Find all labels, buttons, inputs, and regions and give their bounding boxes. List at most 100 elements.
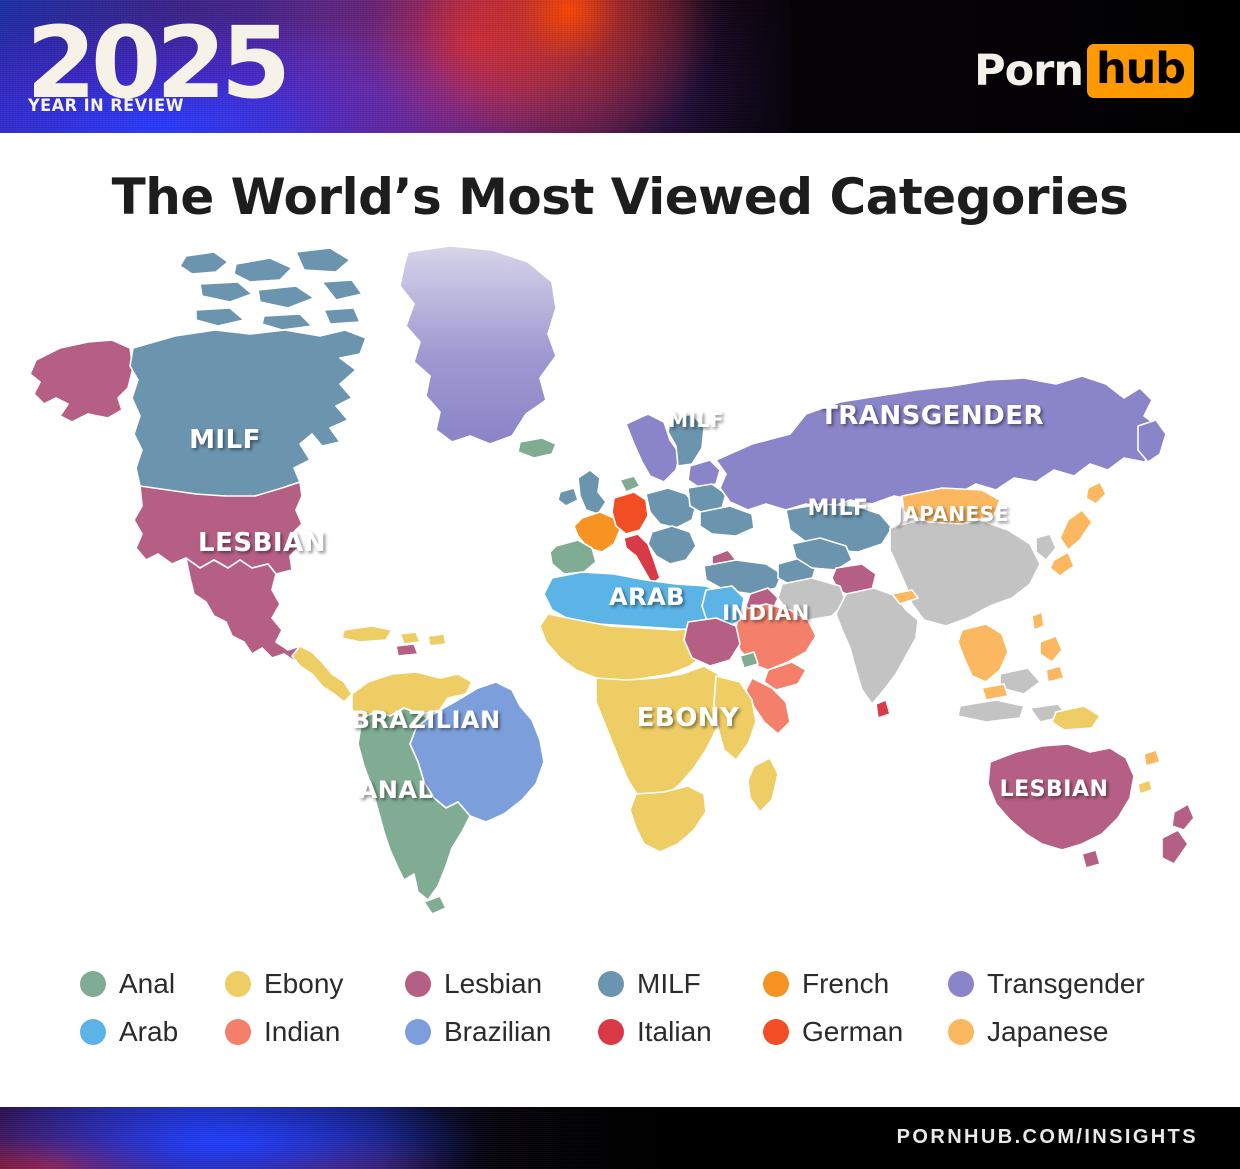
legend-swatch-german (763, 1019, 789, 1045)
logo-text-porn: Porn (974, 46, 1084, 96)
region-madagascar (747, 757, 779, 813)
map-label-scandinavia-milf: MILF (668, 408, 724, 432)
map-label-north-africa-arab: ARAB (609, 583, 685, 611)
region-southeast-asia (957, 623, 1009, 683)
year-number: 2025 (26, 5, 291, 121)
legend-item-french[interactable]: French (763, 968, 948, 1000)
legend-label-italian: Italian (637, 1016, 712, 1047)
legend-label-anal: Anal (119, 968, 176, 999)
region-canada (129, 329, 367, 507)
legend-item-german[interactable]: German (763, 1016, 948, 1048)
legend-label-german: German (802, 1016, 904, 1047)
region-iceland (517, 437, 557, 459)
legend-item-japanese[interactable]: Japanese (948, 1016, 1108, 1048)
legend-row-2: Arab Indian Brazilian Italian German Jap… (0, 1008, 1240, 1056)
legend-label-lesbian: Lesbian (444, 968, 543, 999)
region-denmark (619, 475, 641, 493)
region-balkans (647, 525, 697, 565)
legend-swatch-lesbian (405, 971, 431, 997)
region-hispaniola (395, 643, 419, 657)
region-papua-new-guinea (1051, 705, 1101, 731)
legend-label-transgender: Transgender (987, 968, 1145, 999)
legend-swatch-ebony (225, 971, 251, 997)
region-philippines (1039, 635, 1065, 683)
region-east-africa (713, 675, 757, 761)
world-map: MILF LESBIAN BRAZILIAN ANAL MILF TRANSGE… (0, 238, 1240, 938)
legend-item-brazilian[interactable]: Brazilian (405, 1016, 598, 1048)
region-sri-lanka (875, 699, 891, 719)
region-tasmania (1081, 849, 1101, 869)
legend-swatch-transgender (948, 971, 974, 997)
region-greenland (399, 245, 557, 445)
map-label-canada-milf: MILF (189, 425, 261, 455)
legend-label-milf: MILF (637, 968, 701, 999)
region-alaska (29, 339, 134, 423)
region-pacific-islands (1143, 749, 1161, 767)
pornhub-logo[interactable]: Porn hub (974, 44, 1194, 98)
map-label-australia-lesbian: LESBIAN (1000, 777, 1109, 802)
legend-label-brazilian: Brazilian (444, 1016, 552, 1047)
region-germany (611, 491, 649, 535)
region-korea (1035, 533, 1057, 561)
region-new-caledonia (1137, 779, 1153, 795)
region-turkey (703, 559, 783, 595)
page-title: The World’s Most Viewed Categories (111, 168, 1129, 226)
map-label-africa-ebony: EBONY (637, 703, 740, 733)
region-andes-southern-cone (357, 707, 471, 901)
map-label-mongolia-japanese: JAPANESE (893, 502, 1009, 526)
footer-url[interactable]: PORNHUB.COM/INSIGHTS (896, 1126, 1198, 1148)
legend-item-italian[interactable]: Italian (598, 1016, 763, 1048)
region-indonesia (957, 699, 1069, 723)
footer-banner: PORNHUB.COM/INSIGHTS (0, 1107, 1240, 1169)
legend: Anal Ebony Lesbian MILF French Transgend… (0, 960, 1240, 1056)
region-malaysia (981, 683, 1009, 701)
region-mongolia (901, 487, 1001, 525)
year-subtitle: YEAR IN REVIEW (28, 96, 184, 116)
region-taiwan (1031, 611, 1045, 631)
legend-item-transgender[interactable]: Transgender (948, 968, 1145, 1000)
legend-label-arab: Arab (119, 1016, 179, 1047)
region-eritrea (739, 651, 759, 669)
legend-item-milf[interactable]: MILF (598, 968, 763, 1000)
region-new-zealand (1161, 803, 1195, 865)
region-central-america (291, 645, 353, 703)
legend-item-indian[interactable]: Indian (225, 1016, 405, 1048)
legend-label-indian: Indian (264, 1016, 341, 1047)
year-in-review-block: 2025 YEAR IN REVIEW (26, 13, 291, 116)
legend-item-anal[interactable]: Anal (80, 968, 225, 1000)
region-sudan (683, 617, 741, 667)
region-mexico (185, 557, 311, 663)
legend-label-french: French (802, 968, 890, 999)
legend-swatch-japanese (948, 1019, 974, 1045)
region-pakistan-india (835, 587, 919, 705)
legend-item-lesbian[interactable]: Lesbian (405, 968, 598, 1000)
legend-label-japanese: Japanese (987, 1016, 1109, 1047)
header-gradient-backdrop (0, 0, 790, 133)
map-label-russia-transgender: TRANSGENDER (820, 401, 1044, 431)
region-caribbean (341, 625, 447, 647)
region-baltics (687, 459, 721, 489)
region-japan (1049, 481, 1107, 577)
region-france (573, 511, 621, 553)
region-norway-sweden (625, 413, 681, 483)
map-label-gulf-indian: INDIAN (722, 601, 809, 625)
region-southern-africa (629, 785, 707, 853)
legend-swatch-brazilian (405, 1019, 431, 1045)
region-kamchatka (1137, 419, 1167, 463)
legend-item-ebony[interactable]: Ebony (225, 968, 405, 1000)
map-label-argentina-anal: ANAL (359, 776, 434, 804)
map-label-usa-lesbian: LESBIAN (198, 528, 326, 558)
region-central-europe (645, 487, 697, 529)
legend-swatch-milf (598, 971, 624, 997)
region-central-asia (791, 537, 853, 571)
legend-item-arab[interactable]: Arab (80, 1016, 225, 1048)
region-patagonia-tip (423, 895, 447, 915)
legend-swatch-french (763, 971, 789, 997)
region-ukraine (699, 505, 755, 537)
map-label-brazil: BRAZILIAN (351, 706, 500, 734)
region-nepal (891, 589, 919, 605)
header-banner: 2025 YEAR IN REVIEW Porn hub (0, 0, 1240, 133)
region-china (889, 513, 1041, 627)
region-sahel-west-africa (539, 613, 713, 683)
region-australia (987, 743, 1135, 851)
